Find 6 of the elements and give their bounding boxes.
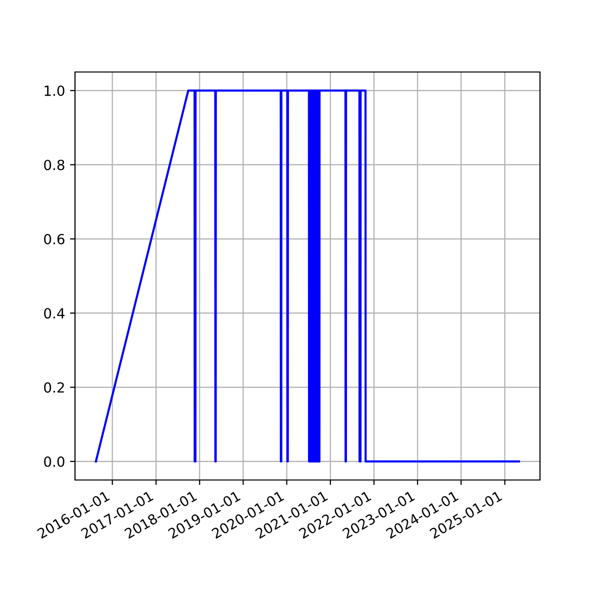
y-tick-label: 0.6 [44,234,64,244]
y-tick-label: 0.0 [44,456,64,467]
y-tick-label: 0.8 [44,160,64,170]
y-tick-label: 0.4 [44,308,64,319]
y-tick-label: 1.0 [44,86,64,96]
y-tick-label: 0.2 [44,382,64,393]
